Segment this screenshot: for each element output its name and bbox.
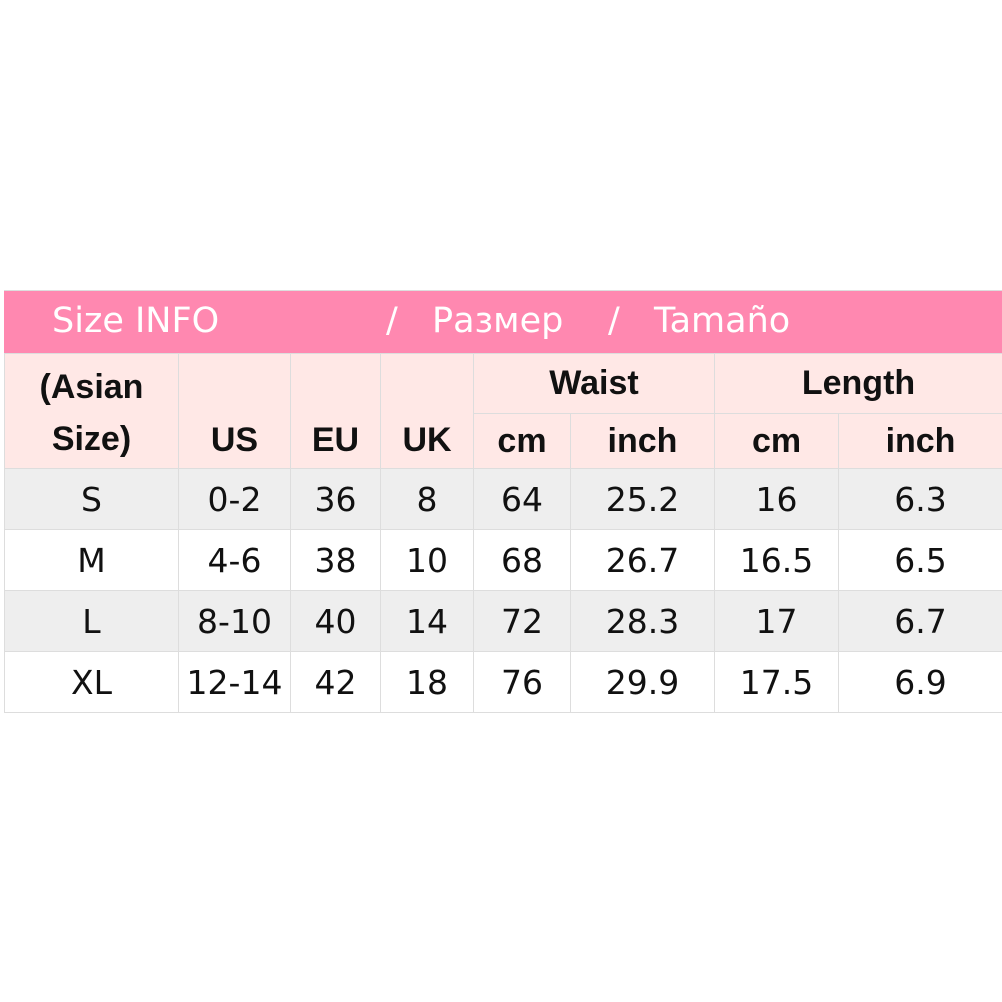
title-spanish: Tamaño bbox=[654, 301, 791, 341]
cell-us: 12-14 bbox=[178, 651, 291, 713]
cell-uk: 14 bbox=[380, 590, 474, 652]
cell-waist-cm: 64 bbox=[473, 468, 571, 530]
cell-uk: 8 bbox=[380, 468, 474, 530]
header-asian-size: (Asian Size) bbox=[4, 353, 179, 469]
cell-waist-inch: 28.3 bbox=[569, 590, 716, 652]
title-russian: Размер bbox=[432, 301, 564, 341]
table-row: M 4-6 38 10 68 26.7 16.5 6.5 bbox=[4, 529, 1002, 591]
title-size-info: Size INFO bbox=[52, 301, 220, 341]
table-row: S 0-2 36 8 64 25.2 16 6.3 bbox=[4, 468, 1002, 530]
cell-length-cm: 16 bbox=[714, 468, 840, 530]
header-eu: EU bbox=[290, 353, 381, 469]
size-chart: Size INFO / Размер / Tamaño (Asian Size)… bbox=[4, 290, 1002, 713]
cell-eu: 38 bbox=[290, 529, 381, 591]
cell-size: L bbox=[4, 590, 179, 652]
table-row: L 8-10 40 14 72 28.3 17 6.7 bbox=[4, 590, 1002, 652]
cell-waist-cm: 76 bbox=[473, 651, 571, 713]
header-waist-inch: inch bbox=[569, 413, 716, 469]
title-bar: Size INFO / Размер / Tamaño bbox=[4, 290, 1002, 353]
cell-waist-inch: 29.9 bbox=[569, 651, 716, 713]
cell-size: XL bbox=[4, 651, 179, 713]
cell-uk: 18 bbox=[380, 651, 474, 713]
header-length: Length bbox=[714, 353, 1002, 414]
cell-length-inch: 6.5 bbox=[838, 529, 1002, 591]
cell-uk: 10 bbox=[380, 529, 474, 591]
cell-waist-inch: 25.2 bbox=[569, 468, 716, 530]
cell-us: 4-6 bbox=[178, 529, 291, 591]
cell-waist-cm: 72 bbox=[473, 590, 571, 652]
table-row: XL 12-14 42 18 76 29.9 17.5 6.9 bbox=[4, 651, 1002, 713]
cell-eu: 42 bbox=[290, 651, 381, 713]
size-table: (Asian Size) US EU UK Waist Length cm in… bbox=[4, 353, 1002, 713]
cell-length-inch: 6.9 bbox=[838, 651, 1002, 713]
cell-eu: 36 bbox=[290, 468, 381, 530]
header-us: US bbox=[178, 353, 291, 469]
header-waist: Waist bbox=[472, 353, 716, 414]
title-sep: / bbox=[386, 301, 398, 341]
cell-length-cm: 16.5 bbox=[714, 529, 840, 591]
cell-size: M bbox=[4, 529, 179, 591]
cell-eu: 40 bbox=[290, 590, 381, 652]
cell-waist-cm: 68 bbox=[473, 529, 571, 591]
cell-size: S bbox=[4, 468, 179, 530]
header-waist-cm: cm bbox=[473, 413, 571, 469]
cell-waist-inch: 26.7 bbox=[569, 529, 716, 591]
header-uk: UK bbox=[380, 353, 474, 469]
cell-us: 8-10 bbox=[178, 590, 291, 652]
cell-length-cm: 17.5 bbox=[714, 651, 840, 713]
header-length-inch: inch bbox=[838, 413, 1002, 469]
header-length-cm: cm bbox=[714, 413, 840, 469]
cell-length-inch: 6.7 bbox=[838, 590, 1002, 652]
title-sep: / bbox=[608, 301, 620, 341]
cell-length-cm: 17 bbox=[714, 590, 840, 652]
cell-length-inch: 6.3 bbox=[838, 468, 1002, 530]
cell-us: 0-2 bbox=[178, 468, 291, 530]
